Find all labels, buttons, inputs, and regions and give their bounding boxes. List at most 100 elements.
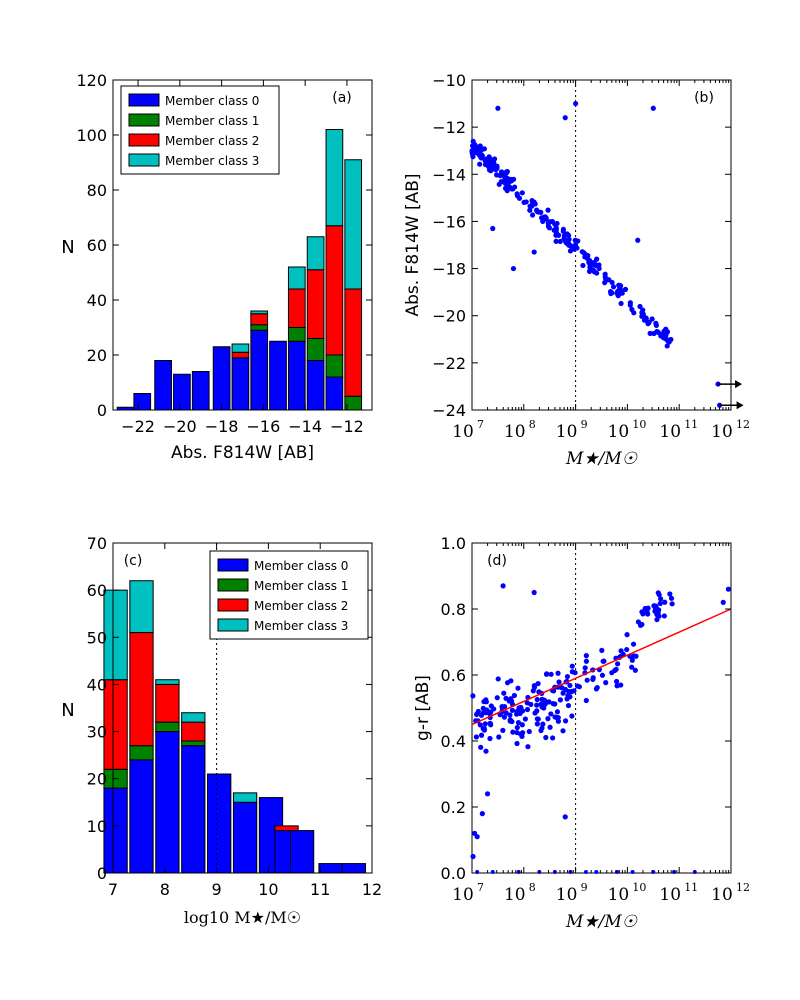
data-point — [508, 678, 514, 684]
data-point — [567, 242, 573, 248]
x-tick-label: 11 — [310, 880, 330, 899]
bar-c-class2 — [129, 632, 154, 747]
bar-a-class1 — [325, 354, 344, 378]
data-point — [653, 320, 659, 326]
data-point — [613, 666, 619, 672]
y-tick-label: 20 — [87, 770, 107, 789]
y-tick-label: 60 — [87, 236, 107, 255]
data-point — [554, 709, 561, 715]
bar-c-class2 — [181, 721, 206, 742]
panel-d-frame — [471, 542, 732, 874]
bar-c-class0 — [289, 830, 315, 874]
x-axis-label: log10 M★/M☉ — [184, 908, 301, 927]
x-tick-exponent: 9 — [581, 418, 588, 431]
bar-c-class0 — [155, 731, 180, 874]
data-point — [560, 226, 567, 233]
y-tick-label: 0.4 — [441, 732, 466, 751]
data-point-zero — [630, 870, 635, 875]
data-point — [483, 748, 489, 754]
data-point — [494, 172, 500, 178]
bar-c-class3 — [232, 792, 258, 803]
data-point — [543, 671, 550, 677]
legend-swatch — [128, 153, 160, 167]
data-point — [534, 721, 540, 727]
data-point-outlier — [479, 811, 485, 817]
bar-c-class0 — [181, 745, 206, 874]
bar-a-class0 — [231, 357, 250, 411]
data-point — [662, 599, 668, 605]
data-point — [645, 321, 651, 327]
data-point — [582, 251, 588, 257]
data-point — [477, 722, 483, 728]
data-point — [665, 338, 671, 344]
y-axis-label: N — [61, 237, 74, 258]
bar-a-class3 — [231, 343, 250, 353]
data-point — [657, 600, 663, 607]
data-point — [572, 237, 578, 243]
bar-a-class2 — [287, 288, 306, 328]
data-point — [540, 218, 546, 224]
bar-a-class2 — [231, 351, 250, 359]
data-point — [545, 716, 551, 722]
bar-a-class3 — [250, 310, 269, 315]
data-point — [540, 721, 546, 727]
data-point — [488, 703, 494, 709]
data-point-outlier — [470, 853, 476, 860]
data-point — [543, 734, 549, 741]
y-tick-label: −20 — [432, 307, 466, 326]
data-point — [659, 331, 665, 337]
bar-a-class0 — [191, 371, 210, 411]
bar-a-class0 — [154, 360, 172, 411]
data-point — [667, 591, 673, 597]
data-point — [473, 734, 479, 740]
data-point — [534, 696, 540, 703]
data-point-outlier — [510, 265, 517, 272]
data-point — [635, 619, 642, 625]
bar-a-class0 — [133, 393, 152, 411]
x-axis-label: Abs. F814W [AB] — [171, 443, 314, 463]
data-point — [624, 646, 630, 653]
y-tick-label: −12 — [432, 118, 466, 137]
data-point — [522, 716, 528, 722]
y-tick-label: 0.6 — [441, 666, 466, 685]
data-point — [510, 729, 516, 735]
data-point-outlier — [495, 105, 501, 111]
x-tick-label: 10 — [258, 880, 278, 899]
data-point — [618, 682, 624, 688]
panel-label: (c) — [124, 553, 143, 569]
x-tick-label: 10 — [504, 422, 526, 442]
legend-swatch — [128, 133, 160, 147]
data-point-outlier — [562, 814, 568, 820]
y-tick-label: 0.0 — [441, 864, 466, 883]
data-point — [583, 653, 589, 659]
data-point — [509, 707, 515, 713]
bar-a-class0 — [269, 340, 287, 411]
data-point — [534, 716, 540, 722]
data-point — [553, 230, 560, 236]
data-point-outlier — [650, 105, 656, 111]
data-point — [637, 303, 643, 310]
data-point — [607, 289, 614, 295]
data-point — [584, 677, 590, 683]
data-point — [527, 203, 533, 209]
data-point — [629, 664, 635, 670]
x-tick-exponent: 7 — [477, 881, 484, 894]
data-point — [616, 282, 622, 288]
x-tick-label: −12 — [330, 417, 364, 436]
panel-label: (b) — [694, 90, 714, 106]
data-point — [562, 686, 569, 693]
data-point — [587, 264, 593, 270]
data-point — [664, 343, 670, 349]
bar-a-class0 — [306, 360, 325, 411]
y-tick-label: −18 — [432, 260, 466, 279]
data-point — [470, 154, 476, 160]
data-point — [557, 238, 563, 245]
bar-c-class0 — [318, 863, 343, 874]
x-tick-exponent: 7 — [477, 418, 484, 431]
data-point — [507, 717, 513, 723]
data-point — [470, 693, 476, 699]
data-point — [602, 274, 608, 280]
data-point-outlier — [725, 586, 732, 592]
data-point-outlier — [635, 237, 641, 243]
bar-c-class0 — [103, 787, 128, 874]
